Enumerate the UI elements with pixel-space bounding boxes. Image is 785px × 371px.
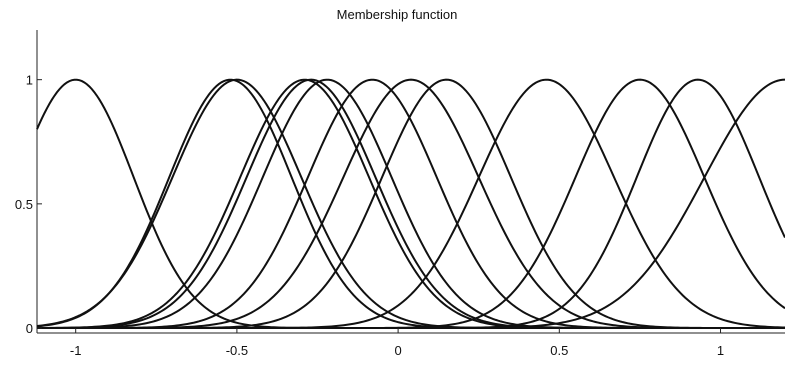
membership-curve-7: [37, 78, 785, 330]
y-tick-label: 1: [26, 73, 33, 88]
membership-curve-1: [36, 78, 785, 330]
membership-curve-2: [36, 78, 785, 330]
y-tick-label: 0.5: [15, 197, 33, 212]
y-tick-label: 0: [26, 321, 33, 336]
membership-curve-10: [37, 78, 785, 330]
x-tick-label: 0: [394, 343, 401, 358]
x-tick-label: 1: [717, 343, 724, 358]
curves-group: [36, 78, 785, 330]
chart-title: Membership function: [337, 7, 458, 22]
x-tick-label: 0.5: [550, 343, 568, 358]
membership-curve-3: [36, 78, 785, 330]
membership-curve-5: [37, 78, 785, 330]
membership-curve-13: [37, 78, 785, 330]
membership-curve-9: [37, 78, 785, 330]
membership-curve-6: [37, 78, 785, 330]
membership-curve-4: [36, 78, 785, 330]
y-ticks-group: 00.51: [15, 73, 42, 336]
membership-curve-8: [37, 78, 785, 330]
x-ticks-group: -1 -0.5 0 0.5 1: [70, 328, 724, 358]
x-tick-label: -1: [70, 343, 82, 358]
plot-area: -1 -0.5 0 0.5 1 00.51: [15, 30, 785, 358]
membership-curve-11: [37, 78, 785, 330]
x-tick-label: -0.5: [226, 343, 248, 358]
membership-curve-12: [37, 78, 785, 330]
